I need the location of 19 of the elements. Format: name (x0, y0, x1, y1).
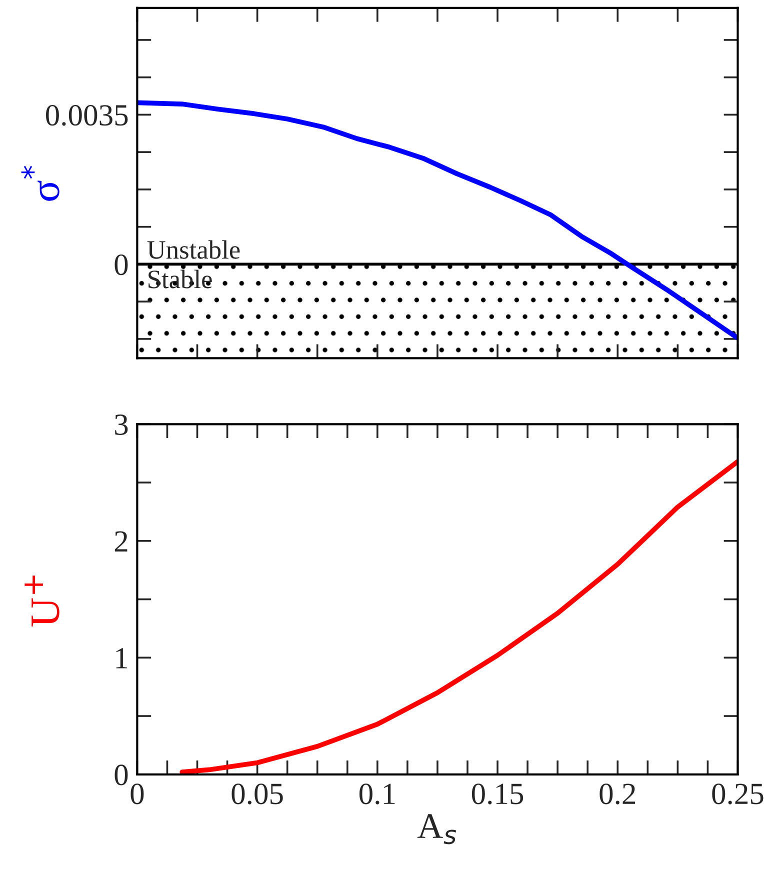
y-tick-label: 2 (114, 531, 128, 552)
x-tick-label: 0.1 (359, 784, 395, 804)
y-tick-label: 0 (114, 764, 128, 786)
y-tick-label: 3 (115, 414, 128, 436)
x-tick-label: 0.25 (712, 784, 764, 804)
line-series (137, 100, 738, 341)
ref-line-label: Unstable (147, 240, 240, 259)
y-axis-title: U$^{+}$ (24, 576, 60, 627)
x-tick-label: 0 (130, 784, 144, 804)
x-tick-label: 0.15 (472, 784, 524, 804)
line-series (180, 459, 738, 774)
x-axis-title: A$_{s}$ (417, 814, 456, 844)
x-tick-label: 0.2 (600, 784, 636, 804)
x-tick-label: 0.05 (232, 784, 283, 804)
y-tick-label: 0 (114, 254, 128, 276)
y-axis-title: σ$^{*}$ (21, 166, 60, 201)
band-label: Stable (148, 270, 212, 288)
y-tick-label: 0.0035 (46, 104, 128, 126)
y-tick-label: 1 (116, 648, 128, 668)
